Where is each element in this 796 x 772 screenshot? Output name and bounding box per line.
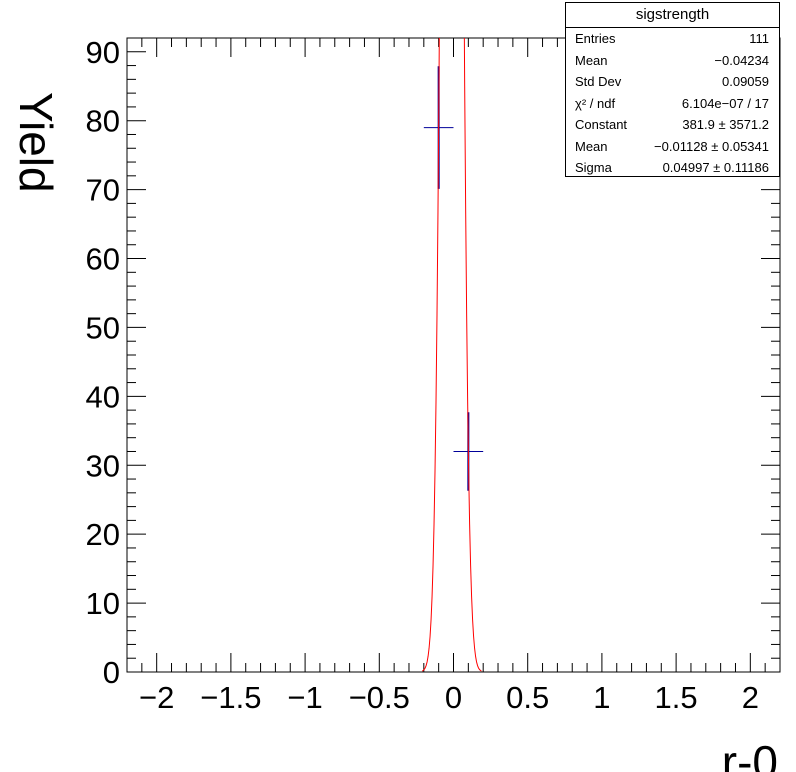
stats-row: Mean −0.01128 ± 0.05341 [566, 136, 779, 158]
y-tick-label: 80 [86, 104, 120, 139]
stats-row-name: χ² / ndf [575, 95, 616, 111]
stats-title: sigstrength [566, 3, 779, 28]
y-tick-label: 50 [86, 310, 120, 345]
stats-row: χ² / ndf 6.104e−07 / 17 [566, 93, 779, 115]
stats-row-name: Constant [575, 117, 628, 132]
stats-row: Mean −0.04234 [566, 50, 779, 72]
stats-row-value: 0.09059 [722, 74, 769, 89]
stats-rows: Entries 111 Mean −0.04234 Std Dev 0.09059 χ² /… [566, 28, 779, 179]
axis-ticks [126, 37, 781, 673]
stats-row-value: −0.04234 [714, 52, 769, 68]
stats-row-value: 111 [749, 31, 769, 46]
x-tick-label: 1 [593, 680, 610, 715]
y-tick-label: 30 [86, 448, 120, 483]
y-axis-title: Yield [10, 92, 62, 193]
stats-row: Entries 111 [566, 28, 779, 50]
x-tick-label: 0 [445, 680, 462, 715]
x-tick-label: −2 [139, 680, 174, 715]
stats-row-value: 381.9 ± 3571.2 [682, 117, 769, 132]
stats-row: Constant 381.9 ± 3571.2 [566, 114, 779, 136]
y-tick-label: 90 [86, 35, 120, 70]
stats-row-name: Mean [575, 52, 608, 68]
fit-curve [421, 38, 482, 672]
stats-row-value: 6.104e−07 / 17 [681, 95, 769, 111]
y-tick-label: 10 [86, 586, 120, 621]
x-tick-label: −1.5 [200, 680, 261, 715]
data-points [423, 66, 484, 491]
stats-row-name: Mean [575, 138, 608, 154]
stats-row: Std Dev 0.09059 [566, 71, 779, 93]
y-tick-labels: 0 10 20 30 40 50 60 70 80 90 [86, 35, 120, 690]
stats-row-value: −0.01128 ± 0.05341 [654, 138, 769, 154]
x-tick-label: −0.5 [349, 680, 410, 715]
stats-row-value: 0.04997 ± 0.11186 [662, 160, 769, 175]
x-tick-labels: −2 −1.5 −1 −0.5 0 0.5 1 1.5 2 [139, 680, 759, 715]
x-tick-label: 1.5 [655, 680, 698, 715]
gaussian-fit [421, 38, 482, 672]
stats-row: Sigma 0.04997 ± 0.11186 [566, 157, 779, 179]
stats-row-name: Std Dev [575, 74, 622, 89]
stats-box: sigstrength Entries 111 Mean −0.04234 Std De… [565, 2, 780, 177]
x-tick-label: 2 [742, 680, 759, 715]
y-tick-label: 70 [86, 173, 120, 208]
y-tick-label: 20 [86, 517, 120, 552]
y-tick-label: 40 [86, 379, 120, 414]
stats-row-name: Sigma [575, 160, 612, 175]
x-tick-label: −1 [287, 680, 322, 715]
y-tick-label: 0 [103, 655, 120, 690]
x-axis-title: r-0 [722, 736, 778, 772]
stats-row-name: Entries [575, 31, 616, 46]
y-tick-label: 60 [86, 242, 120, 277]
x-tick-label: 0.5 [506, 680, 549, 715]
